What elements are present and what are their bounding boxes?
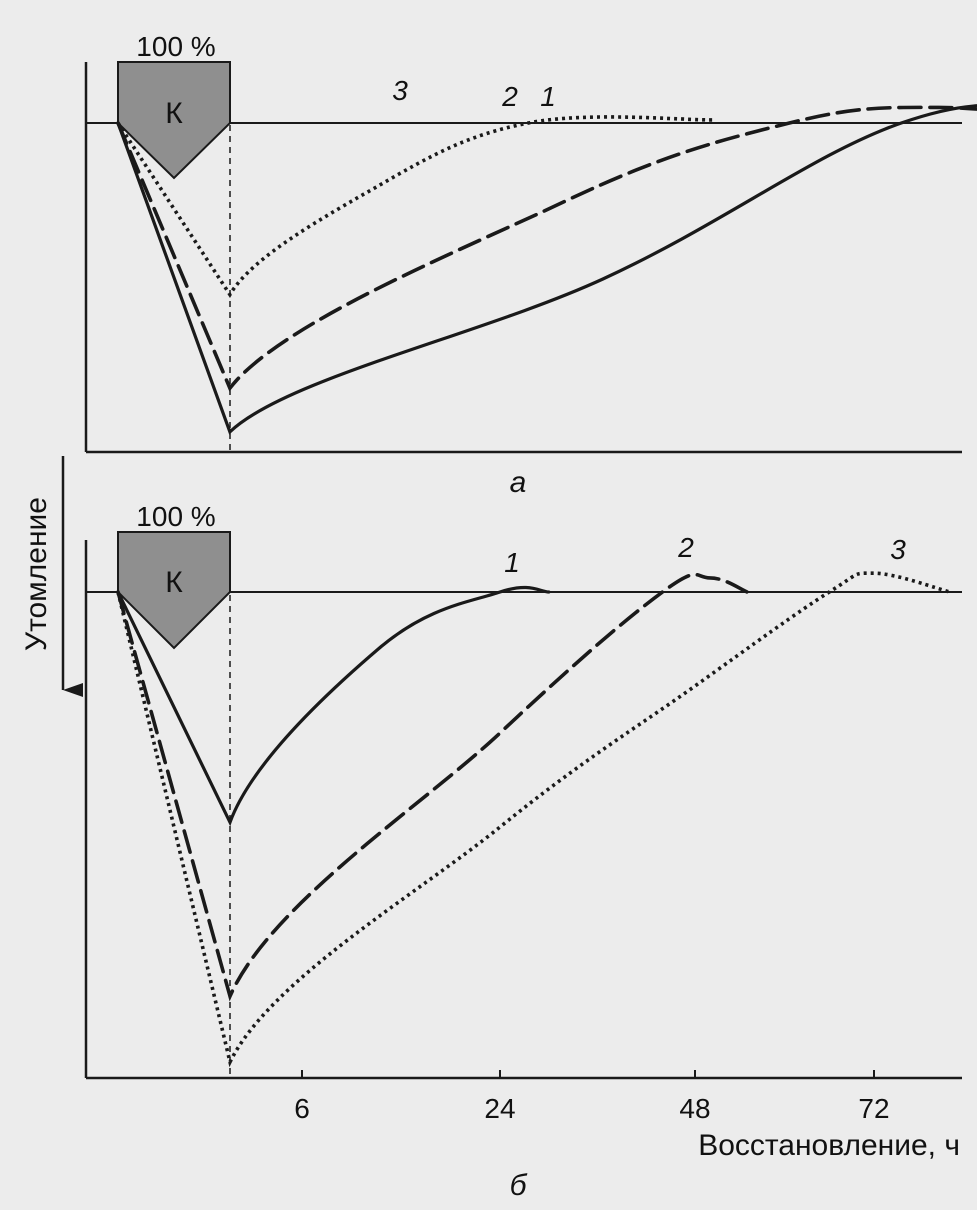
series-number-label: 2 <box>501 81 518 112</box>
series-number-label: 2 <box>677 532 694 563</box>
load-box-label: К <box>165 566 183 599</box>
curve-solid-series-1 <box>116 585 551 827</box>
curve-dashed-series-2 <box>116 105 977 392</box>
x-tick-label: 24 <box>484 1093 515 1124</box>
y-axis-label: Утомление <box>20 497 53 651</box>
series-number-label: 3 <box>392 75 408 106</box>
panel-b-load-box: К <box>117 531 231 650</box>
curve-dashed-series-2 <box>116 572 749 1002</box>
panel-a: К 100 % 12 3 а <box>84 31 977 499</box>
load-pentagon-shape <box>117 531 231 650</box>
load-box-caption: 100 % <box>136 31 215 62</box>
x-axis-label: Восстановление, ч <box>698 1129 960 1162</box>
panel-b-curves: 1 2 3 <box>116 532 951 1068</box>
load-pentagon-shape <box>117 61 231 180</box>
panel-b-label: б <box>510 1169 528 1202</box>
series-number-label: 1 <box>540 81 556 112</box>
load-box-label: К <box>165 97 183 130</box>
series-number-label: 3 <box>890 534 906 565</box>
x-tick-label: 48 <box>679 1093 710 1124</box>
load-box-caption: 100 % <box>136 501 215 532</box>
x-tick-label: 6 <box>294 1093 310 1124</box>
panel-a-load-box: К <box>117 61 231 180</box>
curve-dotted-series-3 <box>116 571 951 1068</box>
panel-a-label: а <box>510 466 527 499</box>
fatigue-axis-label-group: Утомление <box>20 456 83 697</box>
panel-a-curves: 12 3 <box>116 75 977 435</box>
panel-b-ticks: 6 24 48 72 <box>294 1070 890 1124</box>
curve-solid-series-1 <box>116 104 977 435</box>
series-number-label: 1 <box>504 547 520 578</box>
panel-b: К 100 % 6 24 48 72 1 2 3 Восстановление, ч б <box>84 501 962 1202</box>
x-tick-label: 72 <box>858 1093 889 1124</box>
